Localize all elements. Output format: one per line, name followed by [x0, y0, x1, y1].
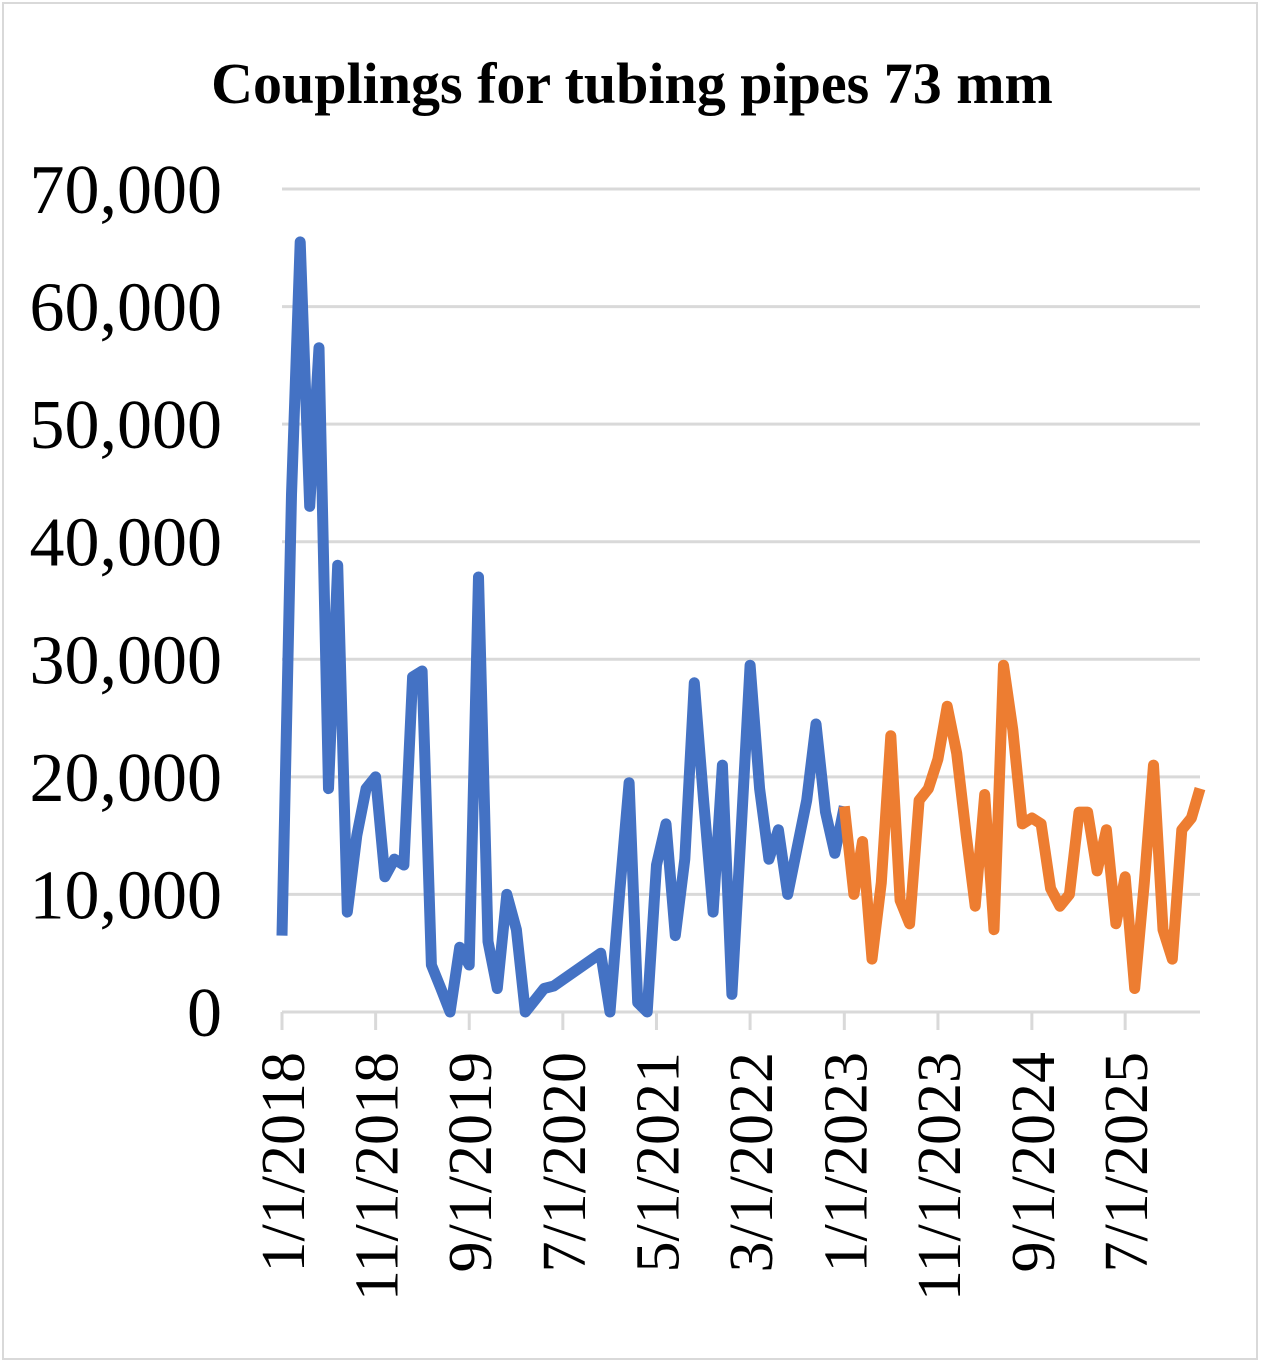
chart-title: Couplings for tubing pipes 73 mm [211, 51, 1053, 116]
y-tick-label: 50,000 [30, 387, 223, 464]
x-tick-label: 9/1/2024 [1000, 1052, 1068, 1272]
x-tick-label: 7/1/2025 [1093, 1052, 1161, 1272]
y-tick-label: 70,000 [30, 152, 223, 229]
y-tick-label: 30,000 [30, 622, 223, 699]
x-tick-label: 11/1/2023 [906, 1052, 974, 1301]
x-tick-label: 1/1/2023 [812, 1052, 880, 1272]
x-tick-label: 11/1/2018 [344, 1052, 412, 1301]
x-tick-label: 5/1/2021 [624, 1052, 692, 1272]
x-tick-label: 3/1/2022 [718, 1052, 786, 1272]
y-tick-label: 60,000 [30, 270, 223, 347]
y-tick-label: 0 [187, 975, 222, 1052]
series-line-1 [276, 236, 850, 1018]
x-tick-label: 7/1/2020 [531, 1052, 599, 1272]
x-tick-label: 9/1/2019 [437, 1052, 505, 1272]
y-tick-label: 20,000 [30, 740, 223, 817]
y-tick-label: 40,000 [30, 505, 223, 582]
series-line-2 [838, 659, 1206, 994]
y-tick-label: 10,000 [30, 857, 223, 934]
x-tick-label: 1/1/2018 [250, 1052, 318, 1272]
